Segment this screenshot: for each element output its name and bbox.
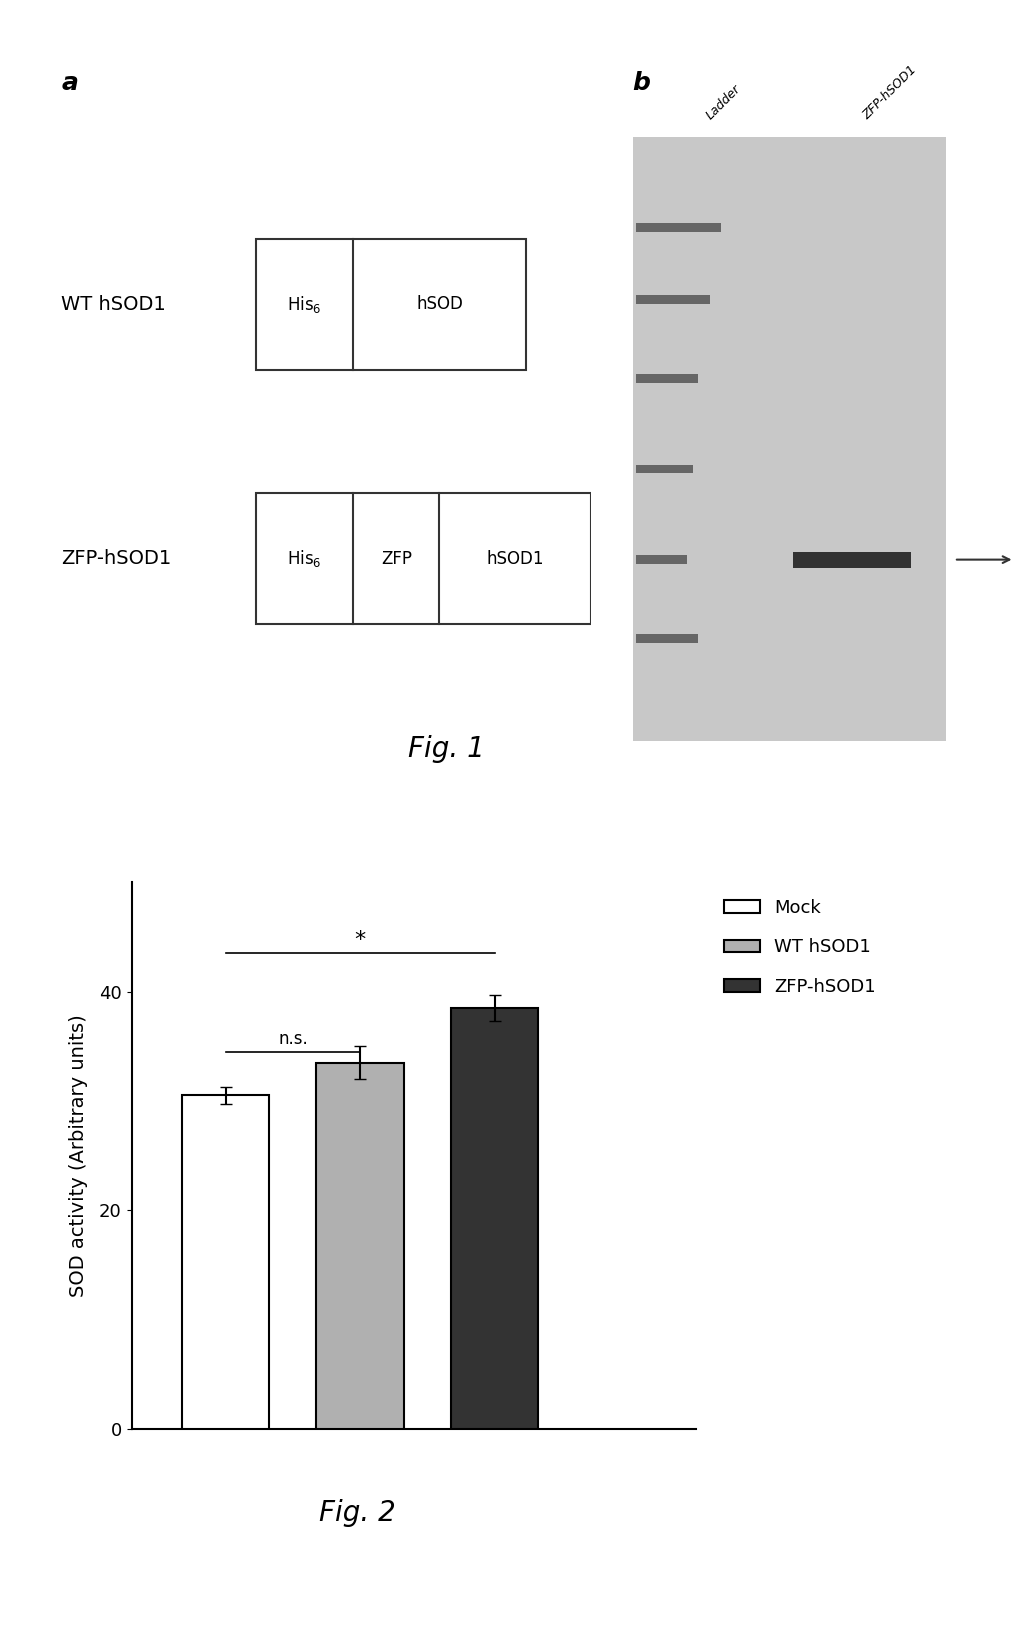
- Text: Fig. 1: Fig. 1: [407, 734, 484, 764]
- Text: Ladder: Ladder: [703, 82, 742, 122]
- Bar: [632, 136, 945, 741]
- Bar: [793, 552, 910, 568]
- Bar: [636, 296, 709, 304]
- Bar: [316, 1062, 403, 1429]
- Text: hSOD1: hSOD1: [486, 550, 543, 568]
- Bar: [636, 223, 721, 232]
- Text: Fig. 2: Fig. 2: [318, 1499, 395, 1527]
- Text: *: *: [354, 931, 365, 951]
- Text: ZFP-hSOD1: ZFP-hSOD1: [62, 550, 172, 568]
- Text: His$_6$: His$_6$: [287, 294, 321, 315]
- Bar: [451, 1008, 538, 1429]
- Bar: [636, 374, 698, 383]
- Text: His$_6$: His$_6$: [287, 548, 321, 570]
- Y-axis label: SOD activity (Arbitrary units): SOD activity (Arbitrary units): [69, 1015, 88, 1297]
- Text: hSOD: hSOD: [416, 296, 462, 314]
- Bar: [182, 1095, 269, 1429]
- Bar: [636, 634, 698, 642]
- Text: ZFP-hSOD1: ZFP-hSOD1: [859, 62, 919, 122]
- Text: ZFP: ZFP: [380, 550, 411, 568]
- Bar: [256, 493, 590, 624]
- Text: WT hSOD1: WT hSOD1: [62, 294, 166, 314]
- Legend: Mock, WT hSOD1, ZFP-hSOD1: Mock, WT hSOD1, ZFP-hSOD1: [716, 892, 883, 1003]
- Text: n.s.: n.s.: [278, 1031, 307, 1049]
- Bar: [636, 465, 693, 473]
- Bar: [636, 555, 686, 563]
- Text: a: a: [62, 71, 78, 95]
- Text: b: b: [632, 71, 650, 95]
- Bar: [256, 238, 526, 369]
